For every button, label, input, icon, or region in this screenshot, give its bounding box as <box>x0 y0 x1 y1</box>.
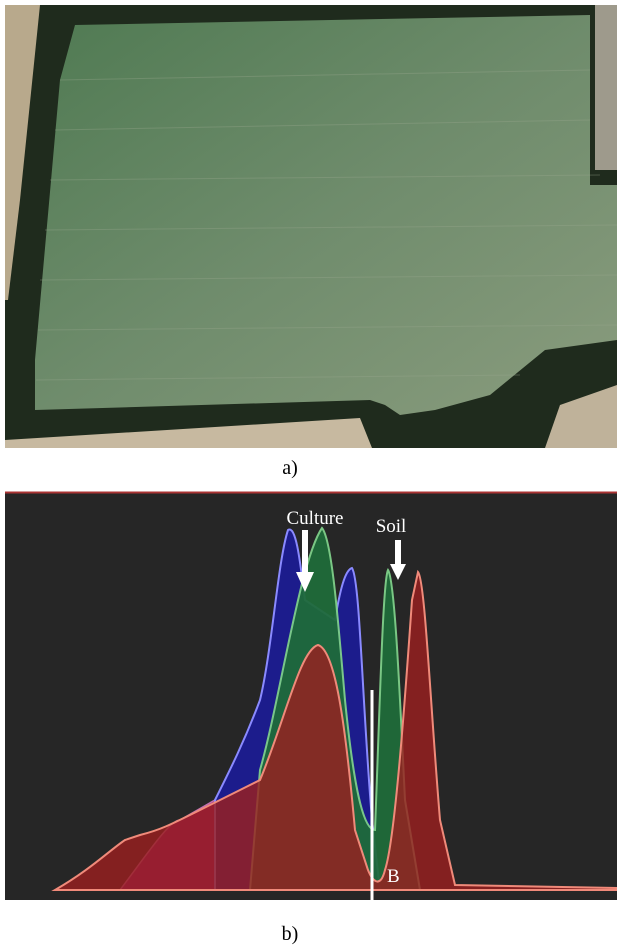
histogram <box>5 492 617 900</box>
figure: a) Culture Soil B b) <box>0 0 617 948</box>
annotation: Culture <box>287 508 344 529</box>
panel-label: b) <box>282 923 299 945</box>
annotation: Soil <box>376 516 407 537</box>
annotation: B <box>387 866 400 887</box>
figure-svg: a) Culture Soil B b) <box>0 0 617 948</box>
aerial-image <box>5 5 617 448</box>
panel-label: a) <box>282 457 298 479</box>
